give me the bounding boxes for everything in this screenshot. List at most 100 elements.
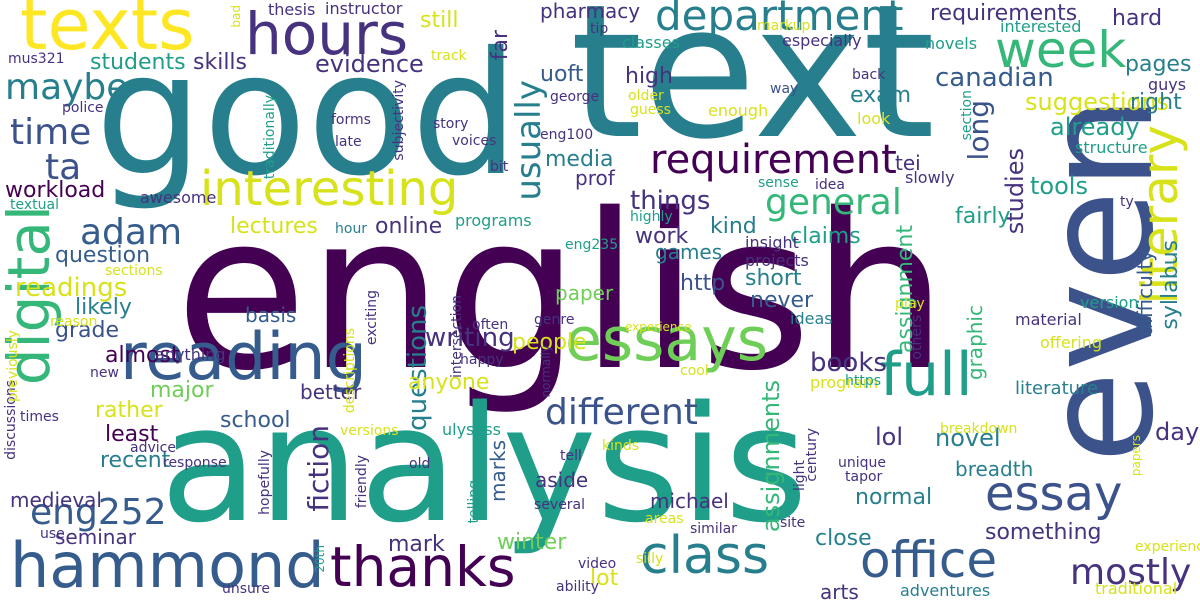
word-basis: basis — [245, 303, 297, 327]
word-novels: novels — [925, 34, 978, 53]
word-still: still — [420, 8, 459, 33]
word-writing: writing — [425, 323, 515, 353]
word-back: back — [852, 67, 886, 83]
word-hammond: hammond — [10, 529, 325, 600]
word-marks: marks — [486, 440, 510, 502]
word-use: use — [40, 526, 65, 542]
word-telling: telling — [466, 480, 482, 524]
word-slowly: slowly — [905, 168, 955, 187]
word-enough: enough — [708, 101, 769, 120]
word-short: short — [745, 266, 802, 291]
word-exam: exam — [850, 83, 912, 108]
word-mark: mark — [388, 532, 445, 557]
word-general: general — [765, 182, 902, 223]
word-requirements: requirements — [930, 1, 1078, 26]
word-ulysess: ulysess — [442, 420, 501, 439]
word-arts: arts — [820, 580, 859, 600]
word-better: better — [300, 380, 362, 404]
word-literature: literature — [1015, 378, 1099, 399]
word-textual: textual — [10, 197, 59, 213]
word-cool: cool — [680, 363, 709, 379]
word-video: video — [578, 556, 617, 572]
word-response: response — [163, 455, 227, 471]
word-new: new — [90, 365, 119, 381]
word-guys: guys — [1148, 75, 1187, 94]
word-papers: papers — [1129, 435, 1143, 477]
word-century: century — [804, 428, 820, 482]
word-reading: reading — [120, 320, 367, 395]
word-anything: anything — [155, 345, 226, 364]
word-major: major — [150, 378, 214, 403]
word-ability: ability — [556, 579, 599, 595]
word-times: times — [20, 409, 59, 425]
word-text: text — [570, 0, 936, 180]
word-recent: recent — [100, 448, 171, 473]
word-right: right — [1130, 90, 1182, 115]
word-program: program — [810, 373, 879, 392]
word-lol: lol — [875, 423, 904, 451]
word-http: http — [680, 271, 726, 296]
word-voices: voices — [452, 133, 497, 149]
word-advice: advice — [130, 440, 176, 456]
word-adam: adam — [80, 212, 183, 253]
word-several: several — [534, 497, 586, 513]
word-medieval: medieval — [10, 488, 102, 512]
word-thesis: thesis — [268, 0, 316, 19]
word-site: site — [780, 515, 806, 531]
word-programs: programs — [455, 211, 532, 230]
word-structure: structure — [1075, 138, 1148, 157]
word-traditional: traditional — [1095, 579, 1178, 598]
word-class: class — [640, 526, 770, 586]
word-novel: novel — [935, 424, 1001, 452]
word-happy: happy — [460, 352, 504, 368]
word-seminar: seminar — [55, 525, 136, 549]
word-suggestions: suggestions — [1025, 88, 1169, 116]
word-full: full — [880, 340, 973, 410]
word-assignments: assignments — [757, 380, 785, 533]
word-hour: hour — [335, 221, 368, 237]
word-ty: ty — [1120, 194, 1134, 210]
word-different: different — [545, 392, 698, 433]
word-hard: hard — [1112, 6, 1163, 31]
word-aside: aside — [535, 468, 589, 492]
word-canadian: canadian — [935, 63, 1054, 93]
word-bit: bit — [490, 159, 509, 175]
word-anyone: anyone — [408, 370, 490, 395]
word-others: others — [909, 315, 925, 360]
word-kinds: kinds — [602, 438, 640, 454]
word-tip: tip — [590, 21, 609, 37]
word-never: never — [750, 288, 814, 313]
word-experience: experience — [625, 320, 692, 334]
word-eng252: eng252 — [30, 492, 167, 533]
word-media: media — [545, 147, 614, 172]
word-office: office — [860, 531, 998, 589]
word-students: students — [90, 50, 186, 75]
word-older: older — [628, 88, 664, 104]
word-essays: essays — [565, 305, 768, 375]
word-police: police — [62, 100, 104, 116]
word-classes: classes — [622, 33, 680, 52]
word-least: least — [105, 422, 159, 447]
word-hopefully: hopefully — [257, 450, 273, 515]
word-michael: michael — [650, 489, 729, 513]
word-guess: guess — [630, 102, 671, 118]
word-essay: essay — [985, 466, 1123, 522]
word-track: track — [431, 48, 467, 64]
word-requirement: requirement — [650, 137, 897, 183]
word-idea: idea — [815, 177, 845, 193]
word-eng235: eng235 — [565, 237, 619, 253]
word-already: already — [1050, 113, 1140, 141]
word-tools: tools — [1030, 172, 1088, 200]
word-claims: claims — [790, 224, 861, 249]
word-https: https — [845, 373, 882, 389]
word-sections: sections — [105, 263, 163, 279]
word-prof: prof — [575, 166, 615, 190]
word-lectures: lectures — [230, 214, 318, 239]
word-breadth: breadth — [955, 457, 1034, 481]
word-exciting: exciting — [364, 290, 380, 346]
word-highly: highly — [630, 209, 673, 225]
word-offering: offering — [1040, 333, 1102, 352]
word-paper: paper — [555, 281, 614, 305]
word-awesome: awesome — [140, 188, 217, 207]
word-almost: almost — [105, 343, 180, 368]
